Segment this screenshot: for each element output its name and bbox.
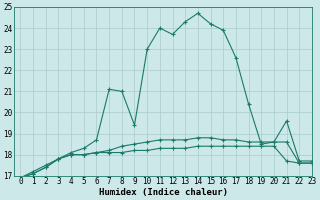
X-axis label: Humidex (Indice chaleur): Humidex (Indice chaleur) bbox=[99, 188, 228, 197]
